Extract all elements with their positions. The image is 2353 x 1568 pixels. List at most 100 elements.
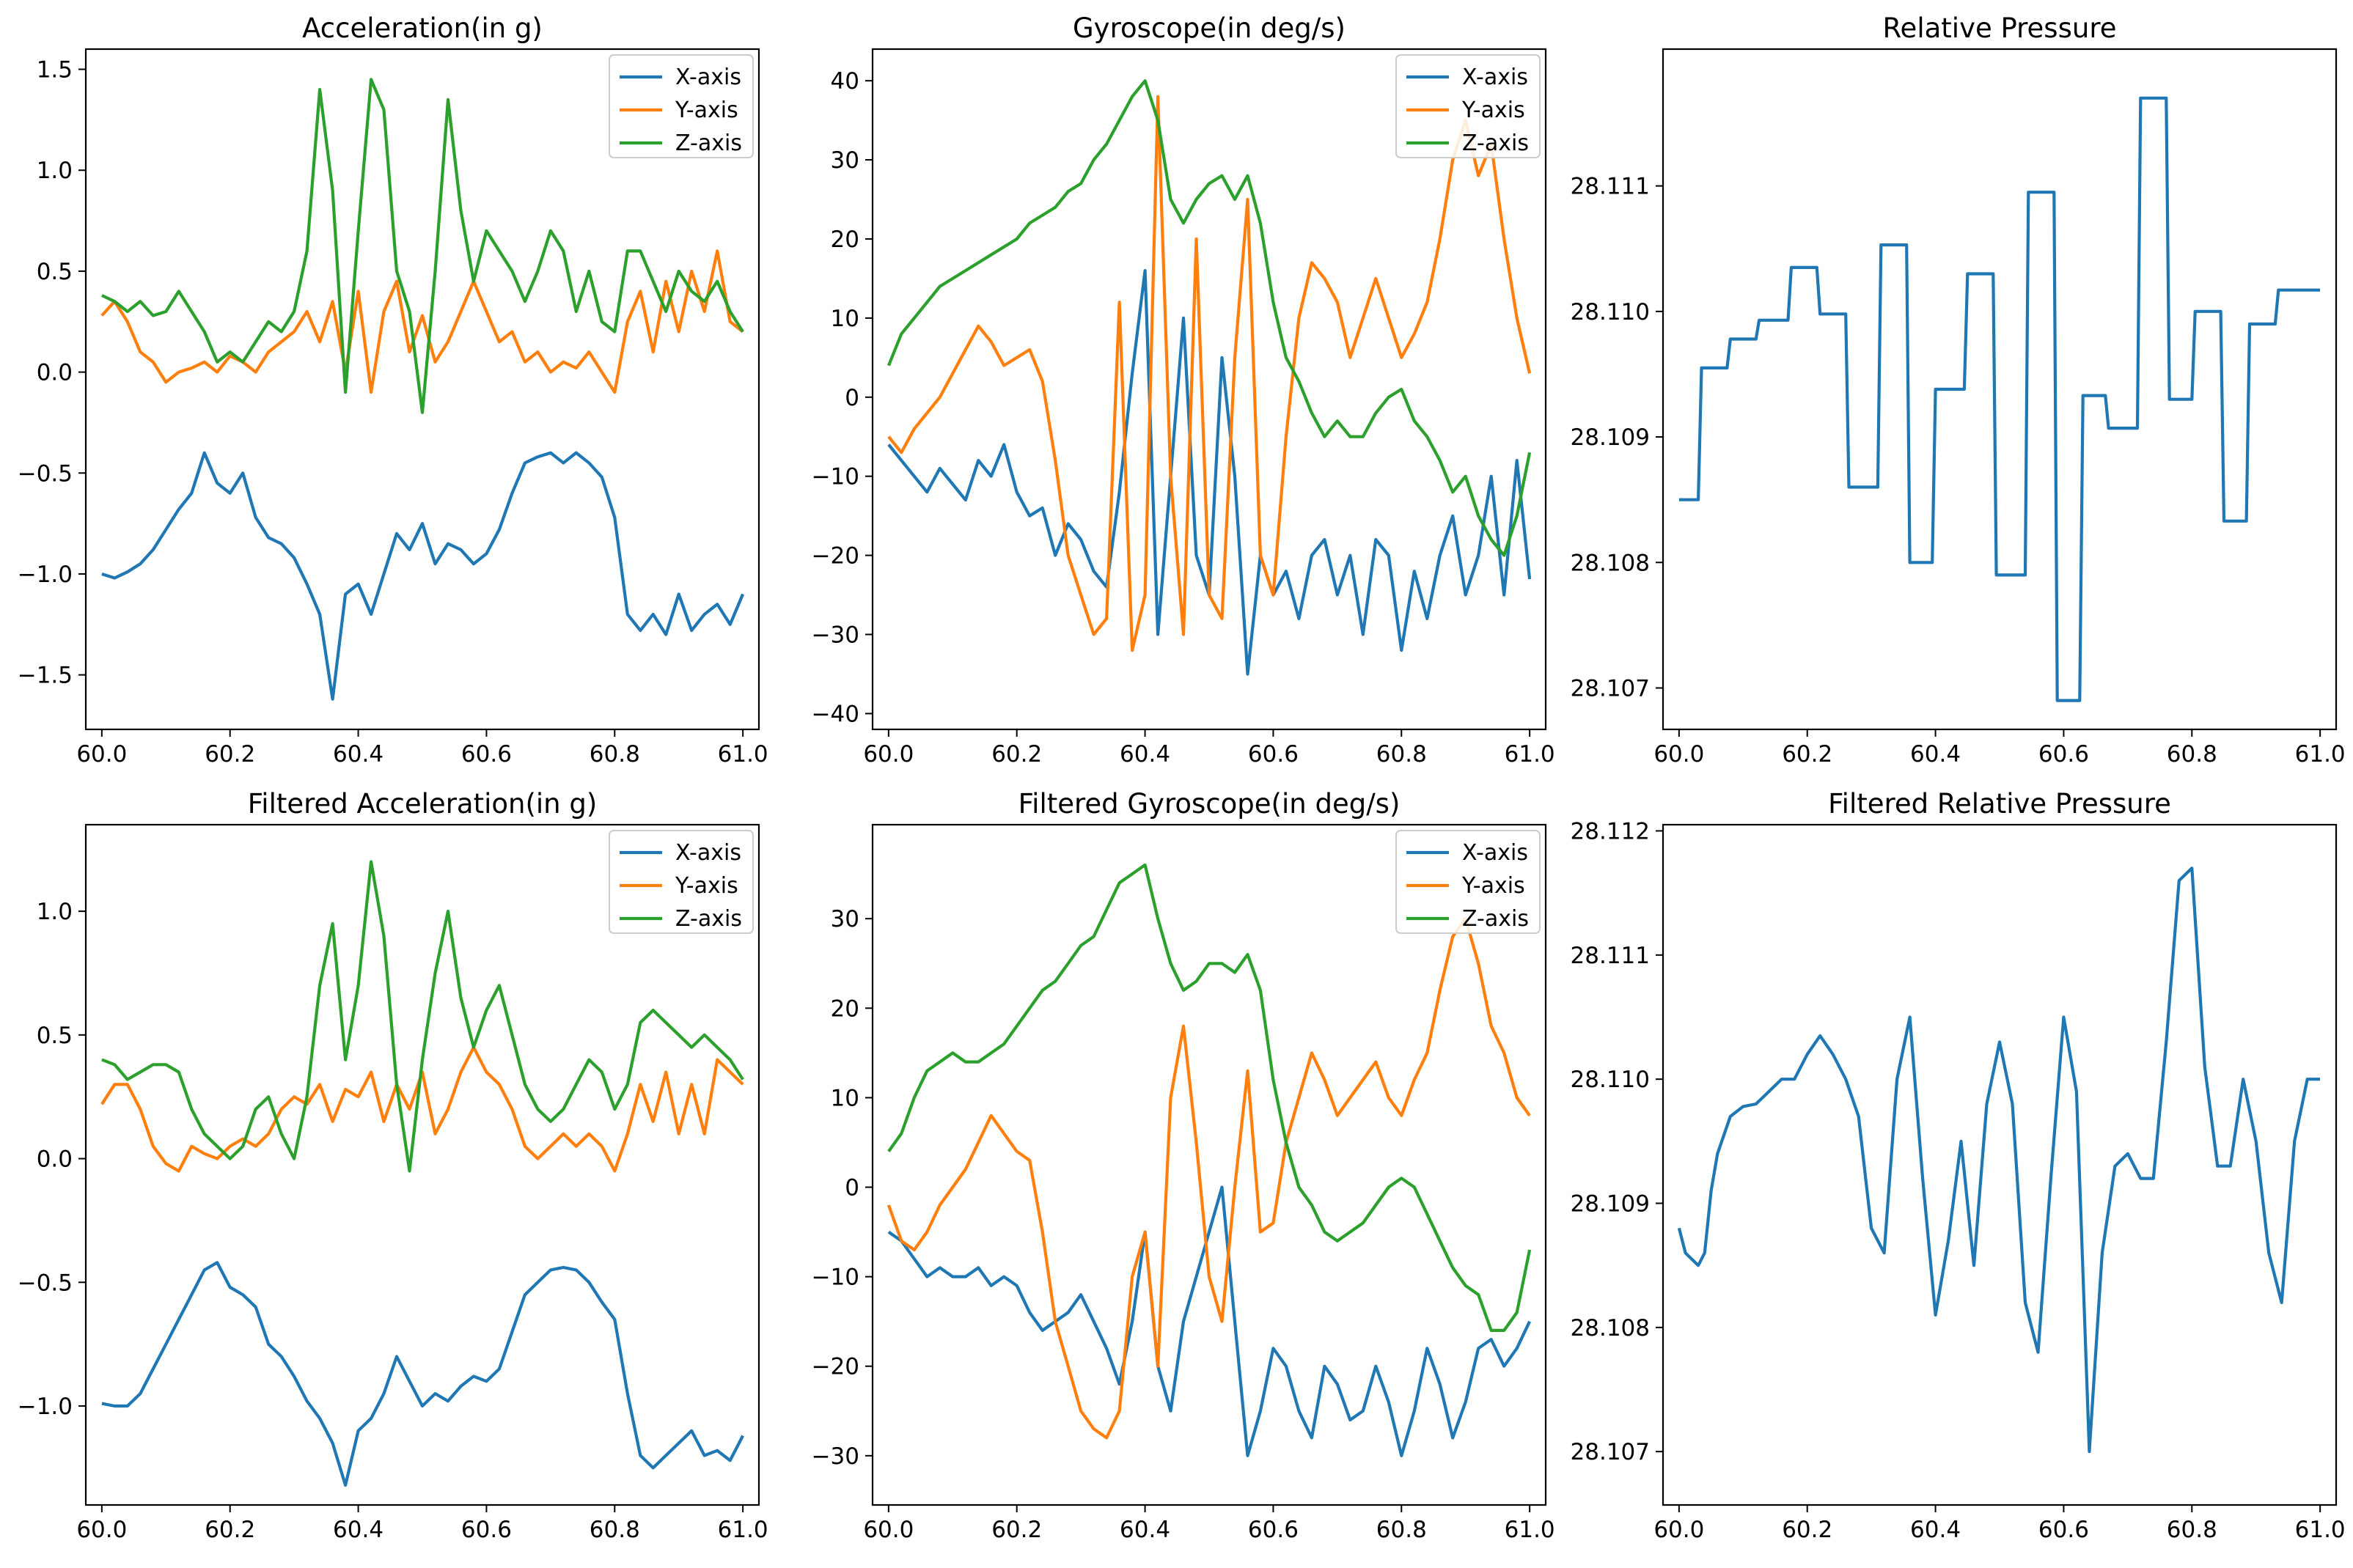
legend-label: Z-axis (1462, 130, 1529, 156)
x-tick-label: 60.8 (1376, 741, 1427, 768)
series-line-y-axis (100, 249, 744, 394)
chart-press: Relative Pressure 60.0 60.2 60.4 60.6 60.8 61.… (1571, 12, 2346, 768)
y-tick-label: 28.108 (1571, 550, 1650, 576)
series-line-filtered-relative-pressure (1677, 866, 2321, 1454)
y-tick-label: 0.5 (37, 1023, 73, 1049)
x-tick-label: 60.2 (205, 1517, 255, 1543)
x-tick-label: 61.0 (1505, 741, 1555, 768)
plot-frame (871, 823, 1547, 1506)
y-tick-label: 28.111 (1571, 943, 1650, 969)
y-tick-label: 28.108 (1571, 1315, 1650, 1341)
x-tick-label: 60.2 (1782, 741, 1832, 768)
y-tick-label: −0.5 (18, 1270, 73, 1296)
series-line-z-axis (886, 79, 1532, 557)
legend-label: Z-axis (1462, 906, 1529, 932)
x-tick-label: 60.6 (2038, 1517, 2089, 1543)
y-tick-label: −10 (812, 1265, 859, 1291)
y-tick-label: 0 (845, 1175, 859, 1201)
y-tick-label: 1.5 (37, 57, 73, 84)
y-tick-label: 10 (831, 306, 859, 332)
y-tick-label: −40 (812, 701, 859, 727)
x-tick-label: 60.0 (1653, 1517, 1704, 1543)
x-tick-label: 60.4 (1120, 1517, 1170, 1543)
series-line-z-axis (887, 863, 1532, 1332)
y-tick-label: 28.109 (1571, 424, 1650, 451)
x-tick-label: 60.2 (1782, 1517, 1832, 1543)
plot-frame (1662, 823, 2338, 1506)
x-tick-label: 60.8 (1376, 1517, 1427, 1543)
x-tick-label: 61.0 (718, 741, 768, 768)
y-tick-label: −1.5 (18, 663, 73, 689)
x-tick-label: 60.4 (1910, 741, 1961, 768)
y-tick-label: 40 (831, 68, 859, 95)
chart-fpress: Filtered Relative Pressure 60.0 60.2 60.4 60… (1571, 788, 2346, 1543)
legend: X-axis Y-axis Z-axis (1395, 830, 1541, 934)
y-tick-label: 1.0 (37, 899, 73, 925)
x-tick-label: 60.6 (461, 1517, 512, 1543)
x-tick-label: 60.0 (863, 741, 914, 768)
x-tick-label: 60.6 (1248, 1517, 1299, 1543)
series-line-y-axis (886, 917, 1531, 1440)
x-tick-label: 60.6 (2038, 741, 2089, 768)
x-tick-label: 60.6 (1248, 741, 1299, 768)
chart-gyro: Gyroscope(in deg/s) 60.0 60.2 60.4 60.6 60.8 6… (812, 12, 1555, 768)
legend-box (609, 830, 754, 934)
plot-frame (871, 48, 1547, 731)
x-tick-label: 60.2 (991, 1517, 1042, 1543)
legend-label: X-axis (1462, 840, 1528, 866)
legend: X-axis Y-axis Z-axis (609, 830, 754, 934)
x-tick-label: 60.0 (76, 1517, 127, 1543)
y-tick-label: 20 (831, 995, 859, 1022)
x-tick-label: 60.4 (333, 1517, 383, 1543)
y-tick-label: 20 (831, 227, 859, 253)
y-tick-label: −30 (812, 1443, 859, 1470)
x-tick-label: 60.2 (205, 741, 255, 768)
series-line-x-axis (887, 269, 1532, 676)
x-tick-label: 60.4 (1120, 741, 1170, 768)
chart-fgyro: Filtered Gyroscope(in deg/s) 60.0 60.2 60.4… (812, 788, 1555, 1543)
series-line-x-axis (887, 1185, 1531, 1457)
plot-frame (1662, 48, 2338, 731)
legend-box (609, 54, 754, 158)
x-tick-label: 60.0 (76, 741, 127, 768)
x-tick-label: 61.0 (2295, 741, 2346, 768)
legend-label: X-axis (675, 840, 741, 866)
legend: X-axis Y-axis Z-axis (1395, 54, 1541, 158)
y-tick-label: 28.111 (1571, 174, 1650, 200)
x-tick-label: 60.8 (590, 1517, 640, 1543)
legend-label: Y-axis (675, 873, 738, 899)
legend-label: Y-axis (1461, 97, 1525, 123)
y-tick-label: 28.110 (1571, 1067, 1650, 1093)
y-tick-label: 28.110 (1571, 299, 1650, 325)
y-tick-label: −20 (812, 1354, 859, 1380)
y-tick-label: −10 (812, 464, 859, 490)
y-tick-label: 28.109 (1571, 1190, 1650, 1217)
series-line-y-axis (887, 95, 1532, 652)
y-tick-label: −1.0 (18, 562, 73, 588)
legend-box (1395, 54, 1541, 158)
chart-title: Filtered Gyroscope(in deg/s) (1018, 788, 1401, 820)
x-tick-label: 60.0 (1653, 741, 1704, 768)
x-tick-label: 61.0 (1505, 1517, 1555, 1543)
y-tick-label: 28.107 (1571, 675, 1650, 702)
series-line-x-axis (101, 451, 745, 701)
x-tick-label: 61.0 (2295, 1517, 2346, 1543)
series-line-z-axis (101, 78, 744, 414)
x-tick-label: 60.4 (1910, 1517, 1961, 1543)
y-tick-label: 28.112 (1571, 818, 1650, 844)
chart-title: Filtered Relative Pressure (1828, 788, 2171, 820)
plot-frame (84, 823, 760, 1506)
chart-title: Filtered Acceleration(in g) (248, 788, 598, 820)
chart-facc: Filtered Acceleration(in g) 60.0 60.2 60.4 6… (18, 788, 768, 1543)
y-tick-label: 30 (831, 906, 859, 932)
chart-acc: Acceleration(in g) 60.0 60.2 60.4 60.6 60.8 61… (18, 12, 768, 768)
series-line-z-axis (101, 860, 744, 1173)
y-tick-label: −30 (812, 622, 859, 649)
y-tick-label: −0.5 (18, 460, 73, 487)
x-tick-label: 60.6 (461, 741, 512, 768)
chart-title: Gyroscope(in deg/s) (1073, 12, 1346, 44)
x-tick-label: 60.4 (333, 741, 383, 768)
plot-frame (84, 48, 760, 731)
chart-title: Relative Pressure (1883, 12, 2117, 44)
